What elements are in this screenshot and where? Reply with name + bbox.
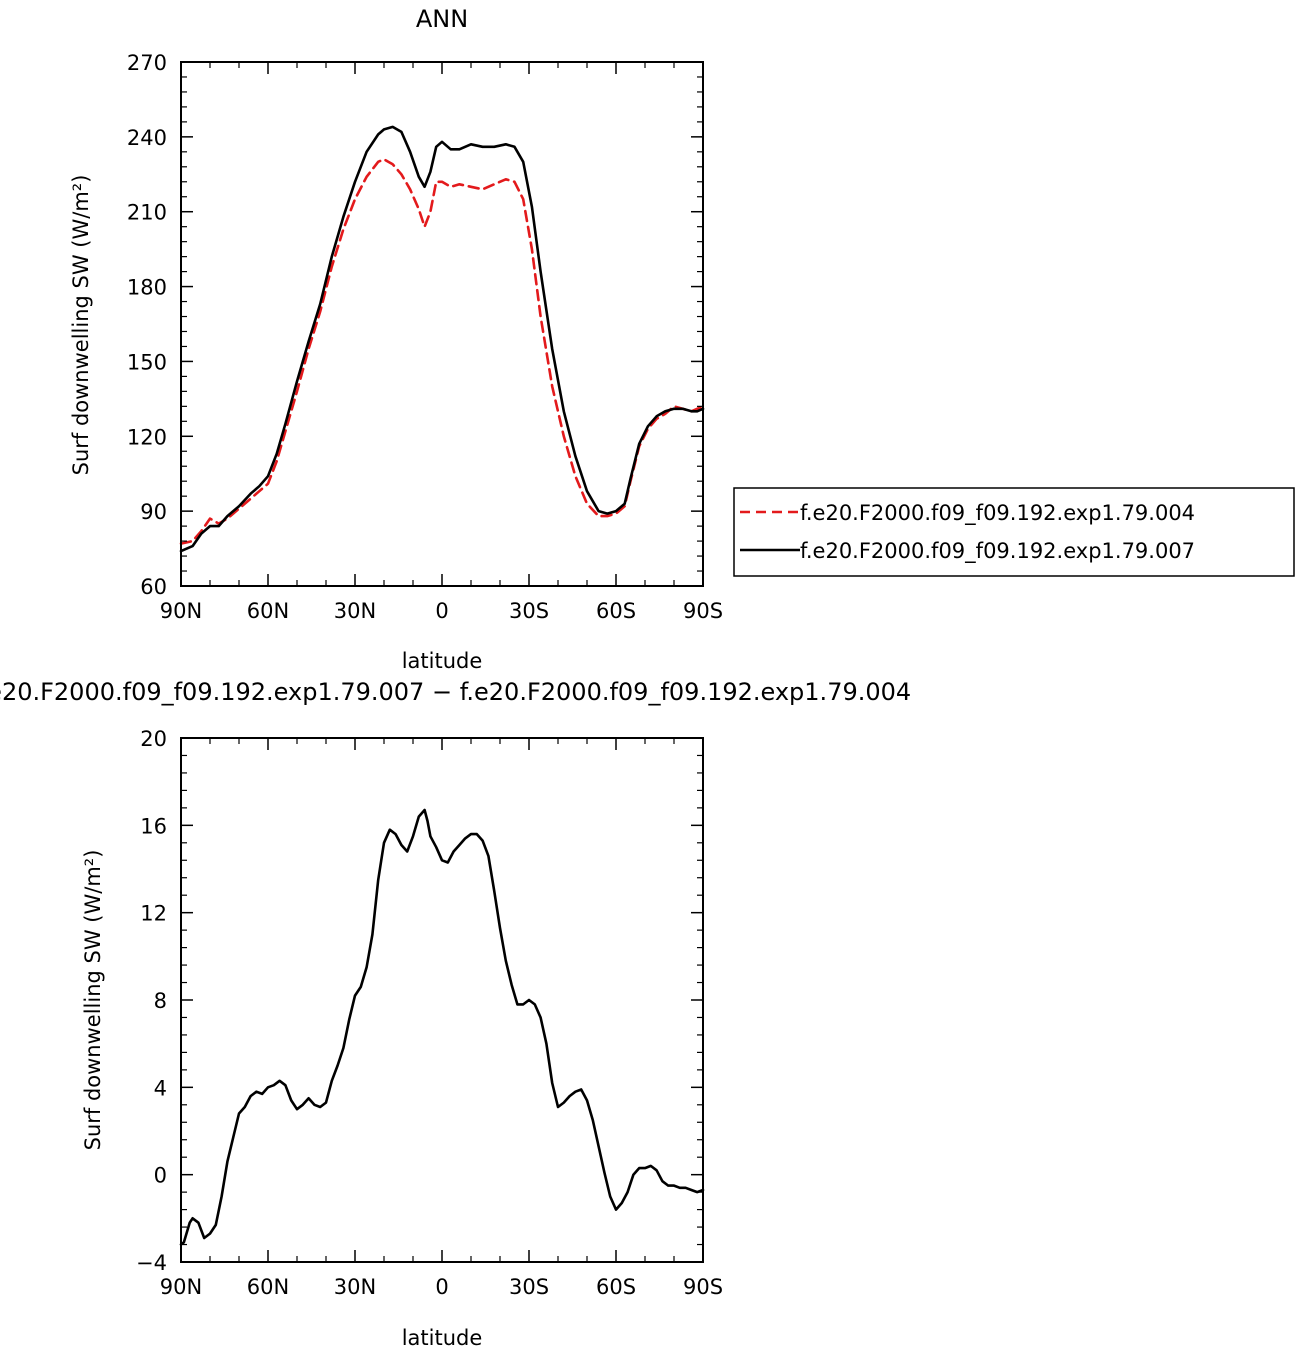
bottom-chart-y-tick-label: 12 [140, 902, 167, 926]
legend: f.e20.F2000.f09_f09.192.exp1.79.004 f.e2… [733, 487, 1295, 577]
top-chart-title: ANN [416, 5, 468, 33]
top-chart-series-line-1 [179, 125, 705, 553]
bottom-chart-x-tick-label: 30S [509, 1275, 549, 1299]
bottom-chart: f.e20.F2000.f09_f09.192.exp1.79.007 − f.… [0, 678, 911, 1350]
top-chart-x-axis-label: latitude [402, 649, 483, 673]
bottom-chart-y-tick-label: 0 [154, 1164, 167, 1188]
bottom-chart-y-axis-label: Surf downwelling SW (W/m²) [81, 850, 105, 1151]
bottom-chart-y-tick-label: 20 [140, 727, 167, 751]
top-chart: ANN Surf downwelling SW (W/m²) latitude … [69, 5, 723, 673]
top-chart-y-tick-label: 240 [127, 126, 167, 150]
bottom-chart-y-tick-label: 4 [154, 1076, 167, 1100]
top-chart-x-tick-label: 90S [683, 599, 723, 623]
top-chart-y-tick-label: 60 [140, 575, 167, 599]
bottom-chart-x-axis-label: latitude [402, 1326, 483, 1350]
bottom-chart-y-tick-label: 16 [140, 814, 167, 838]
bottom-chart-x-tick-label: 90N [160, 1275, 202, 1299]
top-chart-x-tick-label: 30S [509, 599, 549, 623]
top-chart-x-tick-label: 0 [435, 599, 448, 623]
bottom-chart-title: f.e20.F2000.f09_f09.192.exp1.79.007 − f.… [0, 678, 911, 706]
top-chart-y-tick-label: 90 [140, 500, 167, 524]
top-chart-y-tick-label: 120 [127, 425, 167, 449]
top-chart-y-axis-label: Surf downwelling SW (W/m²) [69, 175, 93, 476]
top-chart-y-tick-label: 210 [127, 201, 167, 225]
top-chart-x-tick-label: 60S [596, 599, 636, 623]
top-chart-x-tick-label: 90N [160, 599, 202, 623]
bottom-chart-plot-frame [180, 737, 704, 1263]
top-chart-y-tick-label: 150 [127, 350, 167, 374]
legend-label-series-007: f.e20.F2000.f09_f09.192.exp1.79.007 [800, 539, 1195, 564]
bottom-chart-x-tick-label: 30N [334, 1275, 376, 1299]
top-chart-x-tick-label: 30N [334, 599, 376, 623]
top-chart-x-tick-label: 60N [247, 599, 289, 623]
top-chart-y-tick-label: 180 [127, 276, 167, 300]
bottom-chart-series-line-0 [179, 808, 705, 1246]
bottom-chart-x-tick-label: 60S [596, 1275, 636, 1299]
bottom-chart-y-tick-label: −4 [136, 1251, 167, 1275]
bottom-chart-x-tick-label: 0 [435, 1275, 448, 1299]
legend-box [733, 487, 1295, 577]
bottom-chart-x-tick-label: 90S [683, 1275, 723, 1299]
bottom-chart-x-tick-label: 60N [247, 1275, 289, 1299]
legend-label-series-004: f.e20.F2000.f09_f09.192.exp1.79.004 [800, 501, 1195, 526]
bottom-chart-y-tick-label: 8 [154, 989, 167, 1013]
top-chart-y-tick-label: 270 [127, 51, 167, 75]
